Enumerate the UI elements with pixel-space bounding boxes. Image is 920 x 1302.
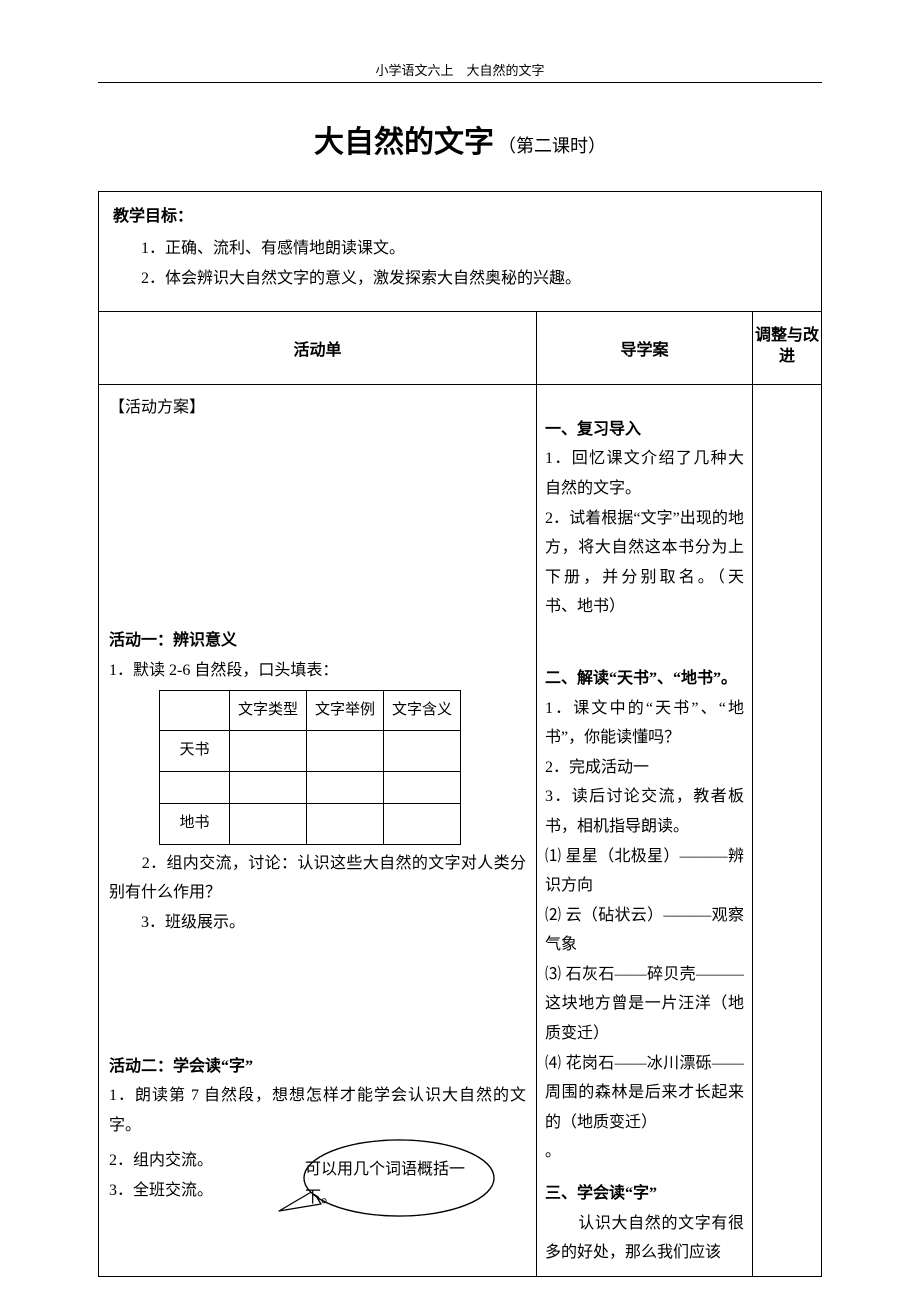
guide-sec1-l1: 1．回忆课文介绍了几种大自然的文字。 xyxy=(545,444,744,503)
col-header-right: 调整与改进 xyxy=(753,312,821,384)
activity-1-line-3: 3．班级展示。 xyxy=(109,908,526,938)
table-cell xyxy=(384,731,461,772)
guide-sec2-l2: 2．完成活动一 xyxy=(545,753,744,783)
activity-plan-label: 【活动方案】 xyxy=(109,393,526,423)
col-header-left: 活动单 xyxy=(99,312,537,384)
guide-sec1-title: 一、复习导入 xyxy=(545,415,744,445)
lesson-box: 教学目标： 1．正确、流利、有感情地朗读课文。 2．体会辨识大自然文字的意义，激… xyxy=(98,191,822,1277)
guide-column: 一、复习导入 1．回忆课文介绍了几种大自然的文字。 2．试着根据“文字”出现的地… xyxy=(537,385,753,1276)
subtitle: （第二课时） xyxy=(498,136,606,156)
title-row: 大自然的文字 （第二课时） xyxy=(98,117,822,161)
table-rowlabel: 天书 xyxy=(160,731,230,772)
activity-column: 【活动方案】 活动一：辨识意义 1．默读 2-6 自然段，口头填表： 文字类型 … xyxy=(99,385,537,1276)
table-cell xyxy=(307,731,384,772)
table-header-cell: 文字含义 xyxy=(384,690,461,731)
spacer xyxy=(545,622,744,664)
activity-2-title: 活动二：学会读“字” xyxy=(109,1052,526,1082)
table-rowlabel: 地书 xyxy=(160,804,230,845)
inner-table: 文字类型 文字举例 文字含义 天书 地书 xyxy=(159,690,461,845)
table-cell xyxy=(384,772,461,804)
table-row: 文字类型 文字举例 文字含义 xyxy=(160,690,461,731)
spacer xyxy=(545,1167,744,1179)
table-cell xyxy=(230,731,307,772)
spacer xyxy=(545,393,744,415)
table-cell xyxy=(307,772,384,804)
activity-1-line-2: 2．组内交流，讨论：认识这些大自然的文字对人类分别有什么作用？ xyxy=(109,849,526,908)
goal-item-1: 1．正确、流利、有感情地朗读课文。 xyxy=(141,234,807,264)
column-header-row: 活动单 导学案 调整与改进 xyxy=(99,312,821,385)
guide-sec2-l3: 3．读后讨论交流，教者板书，相机指导朗读。 xyxy=(545,782,744,841)
goals-section: 教学目标： 1．正确、流利、有感情地朗读课文。 2．体会辨识大自然文字的意义，激… xyxy=(99,192,821,312)
guide-sec2-title: 二、解读“天书”、“地书”。 xyxy=(545,664,744,694)
guide-sec2-l6: ⑶ 石灰石——碎贝壳———这块地方曾是一片汪洋（地质变迁） xyxy=(545,960,744,1049)
col-header-mid: 导学案 xyxy=(537,312,753,384)
table-row: 天书 xyxy=(160,731,461,772)
table-row: 地书 xyxy=(160,804,461,845)
guide-sec2-tail: 。 xyxy=(545,1137,744,1167)
running-header: 小学语文六上 大自然的文字 xyxy=(98,60,822,79)
guide-sec2-l5: ⑵ 云（砧状云）———观察气象 xyxy=(545,901,744,960)
guide-sec3-title: 三、学会读“字” xyxy=(545,1179,744,1209)
column-body-row: 【活动方案】 活动一：辨识意义 1．默读 2-6 自然段，口头填表： 文字类型 … xyxy=(99,385,821,1276)
activity-1-title: 活动一：辨识意义 xyxy=(109,626,526,656)
guide-sec3-l1: 认识大自然的文字有很多的好处，那么我们应该 xyxy=(545,1209,744,1268)
table-cell-blank xyxy=(160,690,230,731)
guide-sec2-l1: 1．课文中的“天书”、“地书”，你能读懂吗？ xyxy=(545,694,744,753)
header-underline xyxy=(98,82,822,83)
spacer xyxy=(109,422,526,622)
goals-heading: 教学目标： xyxy=(113,202,807,226)
table-header-cell: 文字举例 xyxy=(307,690,384,731)
table-cell xyxy=(230,804,307,845)
table-cell xyxy=(307,804,384,845)
table-cell xyxy=(230,772,307,804)
notes-column xyxy=(753,385,821,1276)
table-row xyxy=(160,772,461,804)
guide-sec1-l2: 2．试着根据“文字”出现的地方，将大自然这本书分为上下册，并分别取名。（天书、地… xyxy=(545,504,744,622)
activity-2-line-1: 1．朗读第 7 自然段，想想怎样才能学会认识大自然的文字。 xyxy=(109,1081,526,1140)
activity-1-line-1: 1．默读 2-6 自然段，口头填表： xyxy=(109,656,526,686)
guide-sec2-l4: ⑴ 星星（北极星）———辨识方向 xyxy=(545,842,744,901)
speech-block: 2．组内交流。 3．全班交流。 可以用几个词语概括一下。 xyxy=(109,1146,526,1205)
table-cell-blank xyxy=(160,772,230,804)
spacer xyxy=(109,938,526,1048)
table-cell xyxy=(384,804,461,845)
speech-bubble-text: 可以用几个词语概括一下。 xyxy=(305,1156,465,1210)
goal-item-2: 2．体会辨识大自然文字的意义，激发探索大自然奥秘的兴趣。 xyxy=(141,264,807,294)
main-title: 大自然的文字 xyxy=(314,126,494,159)
table-header-cell: 文字类型 xyxy=(230,690,307,731)
guide-sec2-l7: ⑷ 花岗石——冰川漂砾——周围的森林是后来才长起来的（地质变迁） xyxy=(545,1049,744,1138)
